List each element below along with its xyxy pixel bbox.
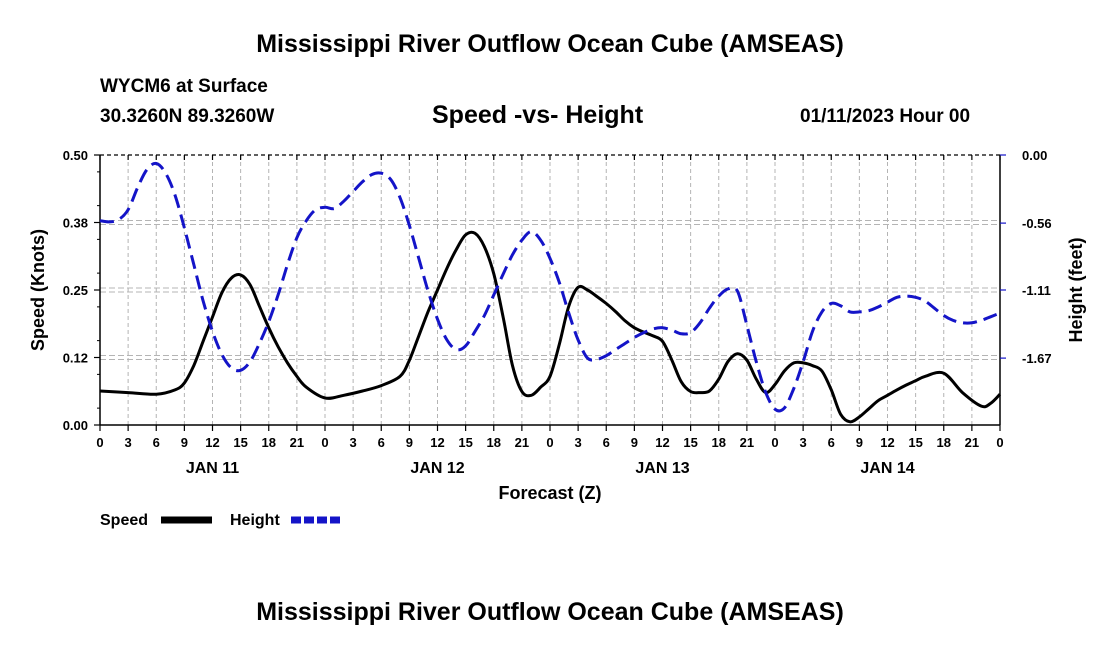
y-left-tick-label: 0.12: [63, 351, 88, 366]
x-tick-label: 0: [96, 435, 103, 450]
station-coordinates: 30.3260N 89.3260W: [100, 106, 275, 127]
chart-main-title: Mississippi River Outflow Ocean Cube (AM…: [256, 30, 844, 58]
y-left-tick-label: 0.25: [63, 283, 88, 298]
x-tick-label: 15: [683, 435, 697, 450]
x-tick-label: 6: [828, 435, 835, 450]
x-tick-label: 15: [233, 435, 247, 450]
x-tick-label: 3: [800, 435, 807, 450]
chart-subtitle: Speed -vs- Height: [432, 101, 644, 129]
series-line-speed: [99, 230, 1002, 424]
x-tick-label: 6: [153, 435, 160, 450]
x-tick-label: 6: [603, 435, 610, 450]
y-right-axis-title: Height (feet): [1066, 238, 1086, 343]
y-right-tick-label: -1.11: [1022, 283, 1051, 298]
x-tick-label: 21: [740, 435, 754, 450]
x-day-label: JAN 13: [635, 460, 689, 477]
y-right-tick-label: -0.56: [1022, 216, 1052, 231]
footer-title: Mississippi River Outflow Ocean Cube (AM…: [256, 598, 844, 626]
y-right-tick-label: -1.67: [1022, 351, 1052, 366]
x-axis-title: Forecast (Z): [498, 483, 601, 503]
x-tick-label: 3: [575, 435, 582, 450]
x-tick-label: 3: [350, 435, 357, 450]
x-tick-label: 15: [908, 435, 922, 450]
x-tick-label: 9: [856, 435, 863, 450]
x-day-label: JAN 14: [860, 460, 914, 477]
series-line-height: [99, 161, 1001, 413]
x-tick-label: 0: [771, 435, 778, 450]
y-right-tick-label: 0.00: [1022, 148, 1047, 163]
forecast-date: 01/11/2023 Hour 00: [800, 106, 971, 127]
x-tick-label: 18: [712, 435, 726, 450]
y-left-tick-label: 0.50: [63, 148, 88, 163]
x-tick-label: 3: [125, 435, 132, 450]
x-tick-label: 6: [378, 435, 385, 450]
x-tick-label: 21: [290, 435, 304, 450]
x-day-label: JAN 11: [186, 460, 239, 477]
y-left-tick-label: 0.38: [63, 216, 88, 231]
x-tick-label: 9: [406, 435, 413, 450]
x-tick-label: 0: [996, 435, 1003, 450]
x-tick-label: 0: [321, 435, 328, 450]
x-tick-label: 18: [262, 435, 276, 450]
x-tick-label: 21: [965, 435, 979, 450]
x-tick-label: 18: [937, 435, 951, 450]
x-tick-label: 18: [487, 435, 501, 450]
x-tick-label: 9: [181, 435, 188, 450]
x-tick-label: 12: [205, 435, 219, 450]
legend-label-height: Height: [230, 512, 280, 529]
x-tick-label: 15: [458, 435, 472, 450]
x-tick-label: 0: [546, 435, 553, 450]
x-tick-label: 12: [880, 435, 894, 450]
legend-label-speed: Speed: [100, 512, 148, 529]
x-day-label: JAN 12: [410, 460, 464, 477]
x-tick-label: 12: [655, 435, 669, 450]
x-tick-label: 21: [515, 435, 529, 450]
x-tick-label: 9: [631, 435, 638, 450]
y-left-tick-label: 0.00: [63, 418, 88, 433]
x-tick-label: 12: [430, 435, 444, 450]
y-left-axis-title: Speed (Knots): [28, 229, 48, 351]
station-label: WYCM6 at Surface: [100, 76, 268, 97]
